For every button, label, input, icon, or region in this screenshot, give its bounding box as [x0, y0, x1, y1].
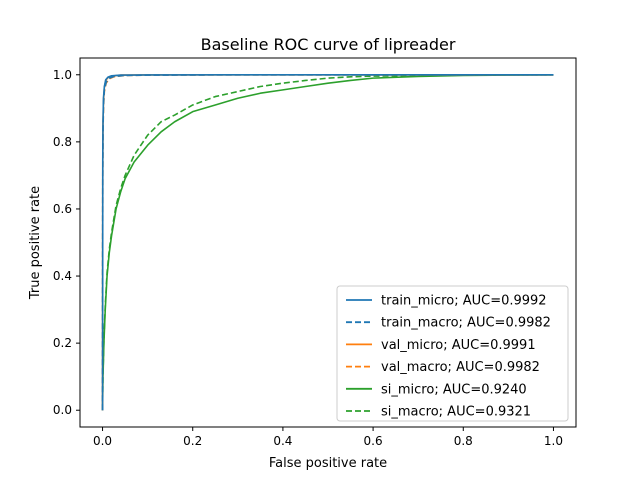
- x-axis-label: False positive rate: [269, 456, 387, 471]
- legend-label: train_macro; AUC=0.9982: [381, 316, 551, 331]
- y-tick-label: 0.8: [53, 135, 72, 149]
- x-tick-label: 0.0: [93, 434, 112, 448]
- roc-line-train-micro: [101, 73, 554, 411]
- x-tick-label: 0.8: [454, 434, 473, 448]
- roc-line-val-macro: [101, 73, 554, 411]
- legend-label: val_micro; AUC=0.9991: [381, 338, 536, 353]
- y-axis-label: True positive rate: [28, 186, 43, 300]
- x-tick-label: 1.0: [544, 434, 563, 448]
- y-tick-label: 0.4: [53, 269, 72, 283]
- plot-frame: [79, 57, 577, 428]
- y-tick-label: 1.0: [53, 68, 72, 82]
- legend: train_micro; AUC=0.9992 train_macro; AUC=…: [336, 285, 569, 422]
- x-tick-label: 0.4: [273, 434, 292, 448]
- legend-label: si_macro; AUC=0.9321: [381, 405, 531, 420]
- y-tick-label: 0.0: [53, 403, 72, 417]
- chart-title: Baseline ROC curve of lipreader: [201, 35, 456, 54]
- plot-axes: 0.0 0.2 0.4 0.6 0.8 1.0 0.0 0.2 0.4 0.6 0.8 1.0: [53, 68, 563, 448]
- plot-curves: [101, 73, 554, 411]
- x-tick-label: 0.6: [364, 434, 383, 448]
- roc-line-si-micro: [101, 73, 554, 411]
- legend-label: train_micro; AUC=0.9992: [381, 294, 547, 309]
- legend-label: val_macro; AUC=0.9982: [381, 360, 540, 375]
- x-tick-label: 0.2: [183, 434, 202, 448]
- y-tick-label: 0.2: [53, 336, 72, 350]
- legend-label: si_micro; AUC=0.9240: [381, 382, 527, 397]
- y-tick-label: 0.6: [53, 202, 72, 216]
- legend-box: [336, 285, 569, 422]
